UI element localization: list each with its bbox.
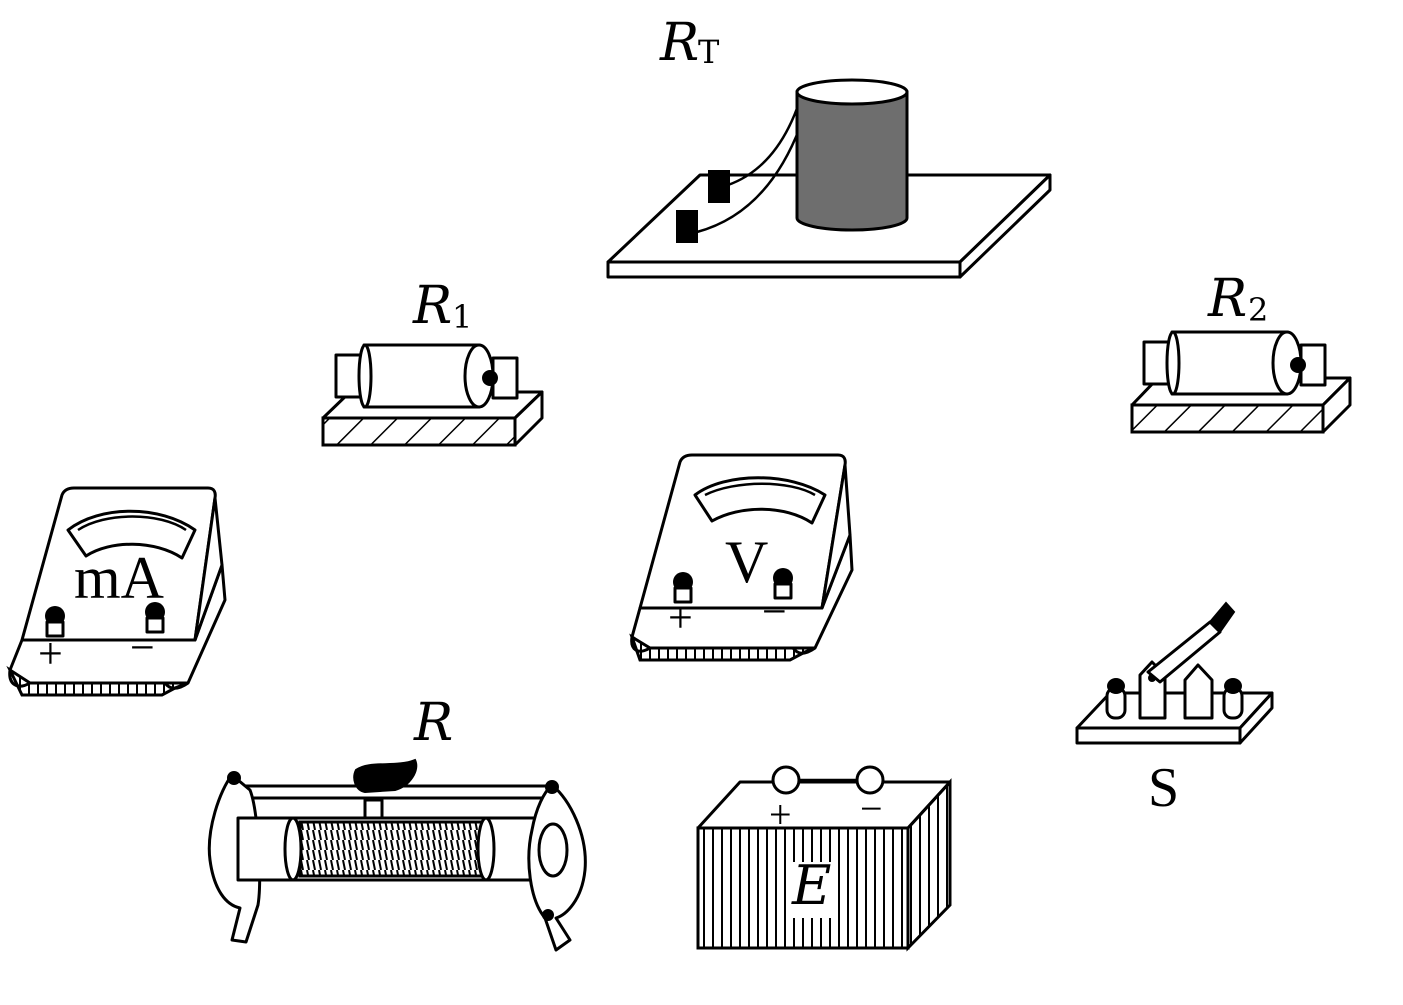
resistor-r1-base-front	[321, 416, 517, 447]
battery-label-bg	[790, 862, 836, 918]
resistor-r1-terminal[interactable]	[482, 370, 498, 386]
thermistor-wire-1	[727, 99, 802, 187]
voltmeter-terminal-minus-post	[773, 582, 793, 600]
rheostat-terminal-bottom[interactable]	[542, 909, 554, 921]
resistor-r2-terminal[interactable]	[1290, 357, 1306, 373]
resistor-r2[interactable]: R 2	[1130, 269, 1352, 434]
thermistor-cylinder	[795, 90, 909, 232]
voltmeter-scale	[704, 482, 816, 497]
thermistor-rt[interactable]: R T	[606, 13, 1052, 279]
battery-plus-sign: +	[769, 792, 792, 837]
thermistor-label: R	[659, 13, 699, 73]
thermistor-subscript: T	[698, 33, 720, 71]
battery-e[interactable]: E + −	[696, 765, 952, 952]
milliammeter[interactable]: mA + −	[6, 486, 227, 697]
switch-base-side	[1238, 691, 1274, 745]
switch-blade	[1146, 620, 1222, 684]
switch-label: S	[1148, 757, 1179, 819]
thermistor-cylinder-top	[795, 78, 909, 106]
voltmeter-label: V	[725, 529, 768, 595]
resistor-r1-cap-left	[357, 343, 373, 409]
resistor-r1-base-side	[513, 390, 544, 447]
resistor-r2-body	[1170, 330, 1289, 396]
battery-top	[696, 780, 952, 830]
milliammeter-plus-sign: +	[38, 629, 63, 678]
voltmeter-minus-sign: −	[762, 587, 787, 636]
resistor-r2-cap-left	[1165, 330, 1181, 396]
resistor-r1-body	[362, 343, 481, 409]
rheostat-terminal-right[interactable]	[545, 780, 559, 794]
resistor-r2-label: R	[1207, 269, 1247, 329]
rheostat-label: R	[413, 693, 453, 753]
switch-base-front	[1075, 726, 1242, 745]
rheostat-coil	[298, 820, 484, 878]
resistor-r2-base-front	[1130, 403, 1325, 434]
switch-left-terminal[interactable]	[1107, 678, 1125, 694]
milliammeter-side	[193, 496, 224, 642]
rheostat-terminal-left[interactable]	[227, 771, 241, 785]
voltmeter-side	[820, 463, 852, 610]
resistor-r1-label: R	[412, 276, 452, 336]
voltmeter-dial	[693, 476, 827, 525]
rheostat-r[interactable]: R	[207, 693, 587, 952]
milliammeter-terminal-minus-post	[145, 616, 165, 634]
rheostat-ring-right	[476, 816, 496, 882]
thermistor-board-front	[606, 260, 962, 279]
milliammeter-terminal-plus-post	[45, 620, 65, 638]
rheostat-ring-left	[283, 816, 303, 882]
thermistor-board-side	[958, 173, 1052, 279]
battery-terminal-minus[interactable]	[855, 765, 885, 795]
milliammeter-scale	[77, 515, 187, 532]
resistor-r2-subscript: 2	[1248, 291, 1268, 329]
resistor-r2-base-side	[1321, 376, 1352, 434]
milliammeter-minus-sign: −	[130, 623, 155, 672]
voltmeter-plus-sign: +	[668, 593, 693, 642]
voltmeter-terminal-plus-post	[673, 586, 693, 604]
milliammeter-dial	[66, 509, 197, 560]
switch-s[interactable]: S	[1075, 601, 1274, 819]
battery-minus-sign: −	[860, 786, 883, 831]
switch-jaw	[1183, 663, 1214, 720]
voltmeter-base-edge	[629, 633, 816, 662]
battery-label: E	[791, 854, 831, 917]
rheostat-right-hole	[537, 822, 569, 878]
battery-terminal-plus[interactable]	[771, 765, 801, 795]
battery-side	[906, 778, 952, 952]
switch-handle[interactable]	[1208, 601, 1236, 634]
resistor-r1[interactable]: R 1	[321, 276, 544, 447]
resistor-r1-subscript: 1	[452, 298, 472, 336]
voltmeter[interactable]: V + −	[629, 453, 854, 662]
thermistor-terminal-1[interactable]	[708, 170, 730, 203]
switch-right-terminal[interactable]	[1224, 678, 1242, 694]
rheostat-slider-knob[interactable]	[353, 758, 418, 794]
milliammeter-label: mA	[74, 545, 164, 611]
milliammeter-base-edge	[6, 665, 189, 697]
thermistor-terminal-2[interactable]	[676, 210, 698, 243]
